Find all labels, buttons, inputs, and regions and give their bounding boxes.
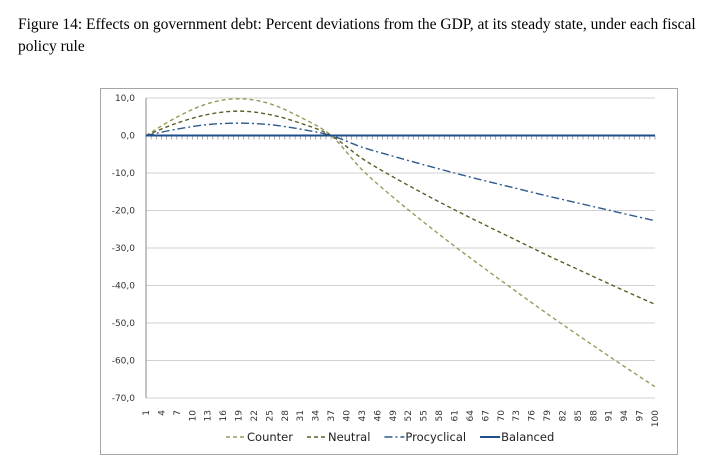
y-tick-label: -30,0 <box>112 244 136 254</box>
x-tick-label: 91 <box>605 410 615 421</box>
x-tick-label: 1 <box>142 410 152 416</box>
y-tick-label: -60,0 <box>112 357 136 367</box>
y-tick-label: -40,0 <box>112 282 136 292</box>
x-tick-label: 82 <box>558 410 568 421</box>
x-tick-label: 76 <box>528 410 538 422</box>
x-tick-label: 61 <box>450 410 460 421</box>
x-tick-label: 40 <box>343 410 353 422</box>
x-tick-label: 16 <box>219 410 229 422</box>
figure-caption: Figure 14: Effects on government debt: P… <box>18 16 696 55</box>
x-tick-label: 100 <box>651 410 661 427</box>
x-tick-label: 64 <box>466 410 476 422</box>
x-tick-label: 88 <box>589 410 599 422</box>
series-line-counter <box>145 98 656 388</box>
x-tick-label: 79 <box>543 410 553 422</box>
y-tick-label: -20,0 <box>112 207 136 217</box>
chart-frame <box>100 88 678 455</box>
legend-label: Neutral <box>328 430 370 444</box>
y-tick-label: -70,0 <box>112 394 136 404</box>
x-tick-label: 85 <box>574 410 584 421</box>
x-tick-label: 4 <box>157 410 167 416</box>
x-tick-label: 67 <box>481 410 491 421</box>
y-tick-label: 10,0 <box>115 94 135 104</box>
x-tick-label: 70 <box>497 410 507 422</box>
x-tick-label: 10 <box>188 410 198 422</box>
x-tick-label: 25 <box>265 410 275 421</box>
x-tick-label: 46 <box>373 410 383 422</box>
x-tick-label: 97 <box>636 410 646 421</box>
x-tick-label: 31 <box>296 410 306 421</box>
x-tick-label: 55 <box>420 410 430 421</box>
x-tick-label: 49 <box>389 410 399 422</box>
x-tick-label: 22 <box>250 410 260 421</box>
legend-label: Procyclical <box>405 430 466 444</box>
x-tick-label: 52 <box>404 410 414 421</box>
x-tick-label: 7 <box>173 410 183 416</box>
x-tick-label: 94 <box>620 410 630 422</box>
x-tick-label: 13 <box>204 410 214 421</box>
x-tick-label: 58 <box>435 410 445 422</box>
y-tick-label: 0,0 <box>121 132 136 142</box>
legend-label: Balanced <box>501 430 554 444</box>
x-tick-label: 43 <box>358 410 368 421</box>
x-tick-label: 19 <box>235 410 245 422</box>
x-tick-label: 28 <box>281 410 291 422</box>
x-tick-label: 34 <box>312 410 322 422</box>
y-tick-label: -50,0 <box>112 319 136 329</box>
x-tick-label: 37 <box>327 410 337 421</box>
x-tick-label: 73 <box>512 410 522 421</box>
series-line-neutral <box>145 110 656 305</box>
series-line-procyclical <box>145 122 656 222</box>
y-tick-label: -10,0 <box>112 169 136 179</box>
legend-label: Counter <box>247 430 293 444</box>
